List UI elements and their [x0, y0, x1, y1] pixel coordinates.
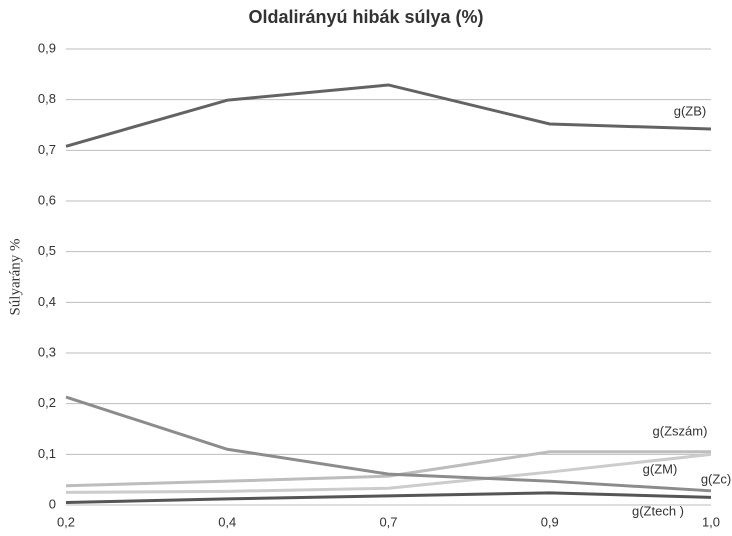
y-tick-label: 0,1	[38, 446, 56, 461]
series-line	[65, 450, 711, 488]
series-label: g(ZM)	[643, 461, 678, 476]
y-axis-label: Súlyarány %	[7, 238, 23, 315]
x-tick-label: 1,0	[702, 514, 720, 529]
x-tick-label: 0,4	[218, 514, 236, 529]
series-label: g(Zszám)	[653, 423, 708, 438]
series-line	[65, 395, 712, 493]
x-tick-label: 0,2	[57, 514, 75, 529]
series-label: g(ZB)	[674, 103, 707, 118]
series-line	[65, 452, 712, 494]
series-label: g(Ztech )	[632, 503, 684, 518]
x-tick-label: 0,7	[379, 514, 397, 529]
y-tick-label: 0,6	[38, 192, 56, 207]
series-line	[65, 491, 712, 504]
y-tick-label: 0,8	[38, 91, 56, 106]
series-line	[65, 83, 712, 148]
y-tick-label: 0,2	[38, 395, 56, 410]
y-tick-label: 0,4	[38, 294, 56, 309]
y-tick-label: 0,7	[38, 142, 56, 157]
chart-title: Oldalirányú hibák súlya (%)	[248, 7, 483, 27]
y-tick-label: 0,9	[38, 40, 56, 55]
y-tick-label: 0	[49, 496, 56, 511]
x-tick-label: 0,9	[541, 514, 559, 529]
y-tick-label: 0,5	[38, 243, 56, 258]
series-label: g(Zc)	[701, 471, 731, 486]
y-tick-label: 0,3	[38, 344, 56, 359]
